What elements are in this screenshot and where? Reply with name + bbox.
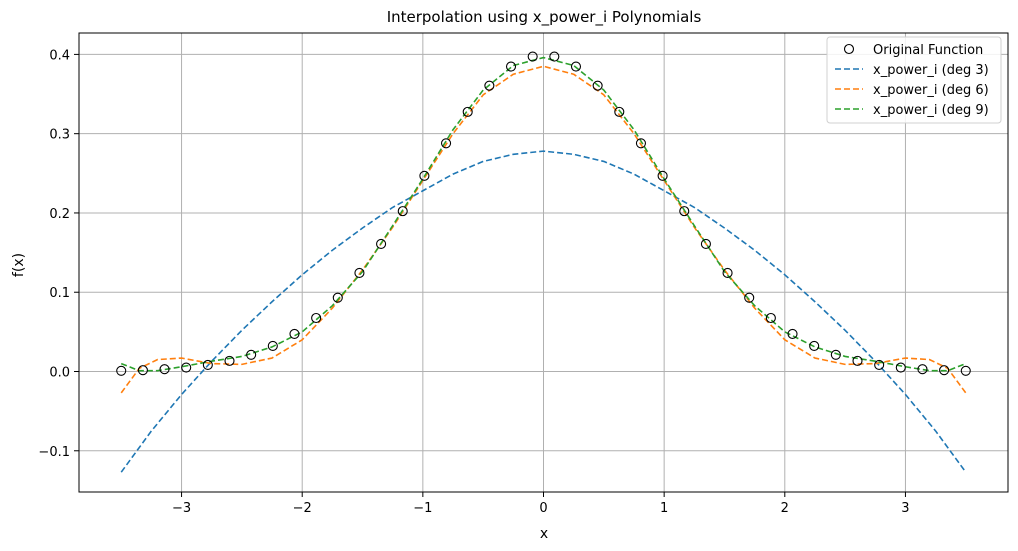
data-point <box>679 206 690 217</box>
data-point <box>765 312 776 324</box>
data-point <box>852 355 863 366</box>
series-line <box>120 150 967 473</box>
data-point <box>874 359 885 370</box>
legend-entry: Original Function <box>873 43 983 58</box>
series-line <box>120 65 967 394</box>
data-point <box>289 328 300 339</box>
legend-entry: x_power_i (deg 9) <box>873 103 989 118</box>
data-point <box>246 349 257 360</box>
data-point <box>657 170 668 181</box>
data-point <box>311 312 322 324</box>
data-point <box>397 206 408 217</box>
y-tick-label: −0.1 <box>38 445 70 460</box>
x-axis-ticks: −3 −2 −1 0 1 2 3 <box>172 492 910 516</box>
data-point <box>441 138 452 149</box>
y-tick-label: 0.0 <box>49 366 70 381</box>
data-point <box>159 364 170 375</box>
data-point <box>744 292 755 303</box>
x-tick-label: 1 <box>660 501 668 516</box>
data-point <box>505 61 517 72</box>
data-point <box>484 80 495 91</box>
x-axis-label: x <box>540 526 548 542</box>
data-point <box>787 328 798 339</box>
legend-box <box>826 36 1002 124</box>
x-tick-label: −2 <box>293 501 312 516</box>
data-point <box>830 349 841 360</box>
plot-series <box>116 51 971 473</box>
chart-title: Interpolation using x_power_i Polynomial… <box>387 8 702 27</box>
legend: Original Function x_power_i (deg 3) x_powe… <box>826 36 1002 124</box>
y-axis-label: f(x) <box>11 253 27 277</box>
legend-entry: x_power_i (deg 3) <box>873 63 989 78</box>
y-tick-label: 0.3 <box>49 128 70 143</box>
y-tick-label: 0.4 <box>49 48 70 63</box>
data-point <box>137 365 148 376</box>
x-tick-label: 2 <box>781 501 789 516</box>
x-tick-label: 3 <box>901 501 909 516</box>
data-point <box>895 362 906 373</box>
x-tick-label: −1 <box>413 501 432 516</box>
data-point <box>116 365 127 376</box>
legend-marker <box>843 43 855 55</box>
y-tick-label: 0.2 <box>49 207 70 222</box>
data-point <box>722 267 733 279</box>
data-point <box>462 106 473 117</box>
data-point <box>809 340 820 352</box>
data-point <box>700 238 711 249</box>
data-point <box>917 364 928 375</box>
data-point <box>419 170 430 181</box>
data-point <box>549 51 560 62</box>
legend-entry: x_power_i (deg 6) <box>873 83 989 98</box>
data-point <box>635 138 646 149</box>
y-tick-label: 0.1 <box>49 286 70 301</box>
data-point <box>224 355 235 366</box>
data-point <box>570 61 582 72</box>
data-point <box>960 365 971 376</box>
data-point <box>614 106 625 117</box>
data-point <box>527 51 538 62</box>
y-axis-ticks: −0.1 0.0 0.1 0.2 0.3 0.4 <box>38 48 79 460</box>
data-point <box>181 362 192 373</box>
series-line <box>120 56 967 372</box>
x-tick-label: −3 <box>172 501 191 516</box>
data-point <box>267 340 278 352</box>
x-tick-label: 0 <box>539 501 547 516</box>
data-point <box>354 267 365 279</box>
data-point <box>376 238 387 249</box>
data-point <box>939 365 950 376</box>
data-point <box>202 359 213 370</box>
data-point <box>592 80 603 91</box>
data-point <box>332 292 343 303</box>
